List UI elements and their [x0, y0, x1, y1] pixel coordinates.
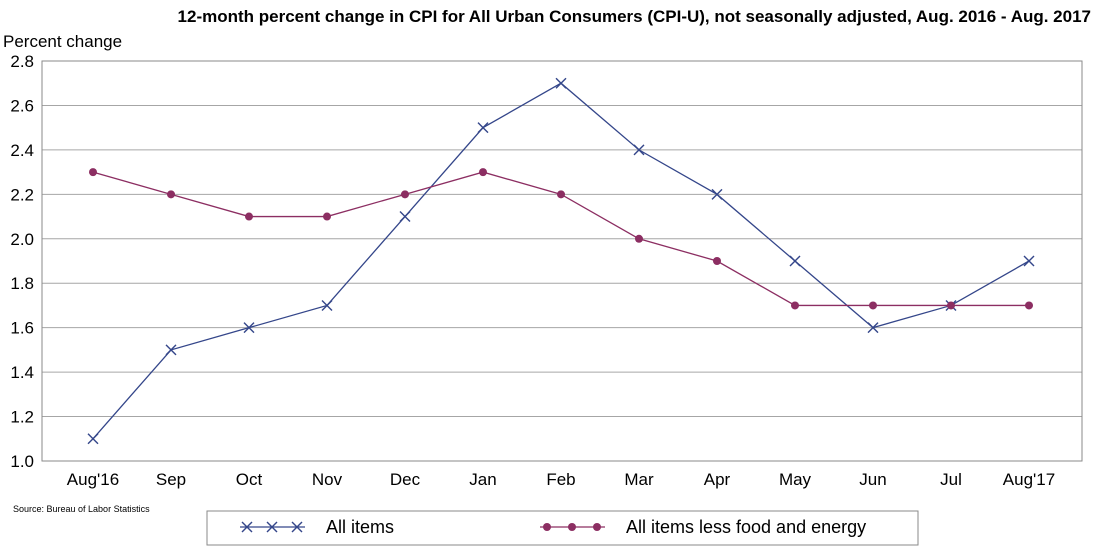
y-tick-label: 1.8	[10, 274, 34, 293]
all-items-point	[165, 344, 177, 356]
y-tick-label: 2.4	[10, 141, 34, 160]
all-items-line	[92, 82, 1030, 440]
y-tick-label: 2.2	[10, 185, 34, 204]
all-items-point	[633, 144, 645, 156]
core-point	[947, 301, 955, 310]
core-point	[401, 190, 409, 199]
y-tick-label: 1.0	[10, 452, 34, 471]
y-tick-label: 1.6	[10, 319, 34, 338]
core-point	[791, 301, 799, 310]
gridlines	[42, 104, 1082, 418]
y-tick-label: 2.8	[10, 52, 34, 71]
x-tick-label: Jul	[940, 470, 962, 489]
all-items-point	[867, 322, 879, 334]
all-items-point	[711, 188, 723, 200]
all-items-point	[87, 433, 99, 445]
all-items-point	[243, 322, 255, 334]
core-point	[479, 168, 487, 177]
core-point	[557, 190, 565, 199]
x-tick-label: Jan	[469, 470, 496, 489]
core-point	[869, 301, 877, 310]
legend-marker-core	[543, 523, 551, 531]
x-tick-label: Oct	[236, 470, 263, 489]
all-items-point	[399, 211, 411, 223]
legend-marker-all-items	[291, 521, 303, 533]
all-items-point	[789, 255, 801, 267]
legend-label-core: All items less food and energy	[626, 517, 866, 537]
x-tick-label: Mar	[624, 470, 654, 489]
y-axis-label: Percent change	[3, 32, 122, 51]
y-tick-label: 2.6	[10, 96, 34, 115]
y-tick-label: 2.0	[10, 230, 34, 249]
x-tick-label: Aug'17	[1003, 470, 1055, 489]
core-point	[323, 212, 331, 221]
legend-marker-all-items	[266, 521, 278, 533]
all-items-point	[1023, 255, 1035, 267]
x-tick-label: Sep	[156, 470, 186, 489]
all-items-point	[477, 122, 489, 134]
x-tick-label: Dec	[390, 470, 421, 489]
y-axis-ticks: 1.0 1.2 1.4 1.6 1.8 2.0 2.2 2.4 2.6 2.8	[10, 52, 34, 471]
x-tick-label: Apr	[704, 470, 731, 489]
core-point	[1025, 301, 1033, 310]
all-items-point	[321, 299, 333, 311]
core-point	[245, 212, 253, 221]
legend: All items All items less food and energy	[240, 517, 866, 537]
x-tick-label: May	[779, 470, 812, 489]
core-point	[89, 168, 97, 177]
series-group	[87, 77, 1035, 445]
x-tick-label: Jun	[859, 470, 886, 489]
all-items-point	[555, 77, 567, 89]
legend-marker-core	[568, 523, 576, 531]
legend-label-all-items: All items	[326, 517, 394, 537]
source-note: Source: Bureau of Labor Statistics	[13, 504, 150, 514]
x-tick-label: Feb	[546, 470, 575, 489]
y-tick-label: 1.2	[10, 408, 34, 427]
x-tick-label: Aug'16	[67, 470, 119, 489]
plot-area-frame	[41, 60, 1083, 462]
core-point	[635, 234, 643, 243]
legend-box	[206, 510, 919, 546]
core-point	[713, 257, 721, 265]
x-axis-ticks: Aug'16 Sep Oct Nov Dec Jan Feb Mar Apr May Jun Jul A…	[67, 470, 1055, 489]
chart-title: 12-month percent change in CPI for All U…	[178, 7, 1091, 26]
core-point	[167, 190, 175, 199]
y-tick-label: 1.4	[10, 363, 34, 382]
legend-marker-all-items	[241, 521, 253, 533]
legend-marker-core	[593, 523, 601, 531]
x-tick-label: Nov	[312, 470, 343, 489]
